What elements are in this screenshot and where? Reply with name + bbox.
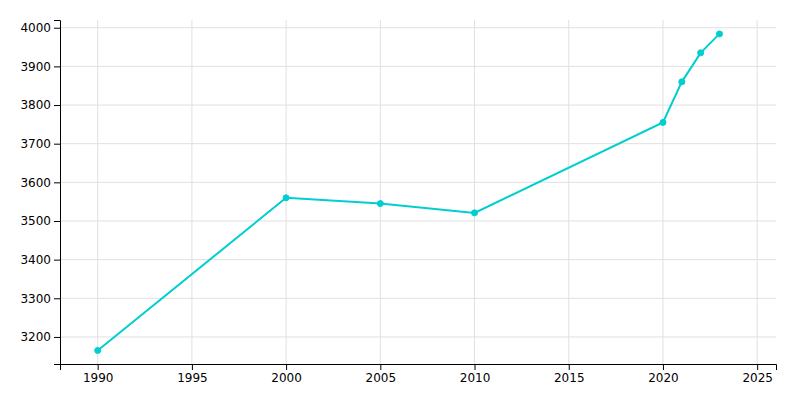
y-axis-line: [54, 21, 61, 365]
marks: [95, 31, 723, 354]
x-grid-line: [286, 20, 287, 364]
y-tick-mark: [54, 105, 60, 106]
y-tick: 3700: [20, 137, 60, 151]
y-grid-line: [60, 336, 776, 337]
y-tick: 3600: [20, 176, 60, 190]
y-tick: 3900: [20, 60, 60, 74]
x-tick: 1995: [177, 364, 208, 385]
y-tick-mark: [54, 182, 60, 183]
y-tick-mark: [54, 298, 60, 299]
y-grid-line: [60, 105, 776, 106]
x-grid-line: [568, 20, 569, 364]
point: [698, 50, 704, 56]
x-tick: 2000: [271, 364, 302, 385]
x-grid-line: [380, 20, 381, 364]
point: [377, 201, 383, 207]
y-tick-label: 3700: [20, 137, 51, 151]
y-grid-line: [60, 66, 776, 67]
x-axis-line: [61, 365, 777, 371]
x-tick-label: 2010: [460, 371, 491, 385]
y-axis: 3200 3300 3400 3500 3600 3700 3800 3900 4000: [20, 21, 60, 365]
y-tick: 3800: [20, 98, 60, 112]
chart-svg: 1990 1995 2000 2005 2010 2015 2020 2025 3200 3300…: [0, 0, 800, 400]
y-grid-line: [60, 259, 776, 260]
x-tick: 2010: [460, 364, 491, 385]
point: [95, 347, 101, 353]
y-tick-label: 3200: [20, 330, 51, 344]
x-tick: 2015: [554, 364, 585, 385]
x-tick: 2025: [742, 364, 773, 385]
x-grid-line: [662, 20, 663, 364]
plot-area: 1990 1995 2000 2005 2010 2015 2020 2025 3200 3300…: [20, 20, 776, 385]
y-tick: 3300: [20, 292, 60, 306]
y-tick-label: 3300: [20, 292, 51, 306]
y-tick-mark: [54, 28, 60, 29]
y-tick: 3200: [20, 330, 60, 344]
y-grid-line: [60, 182, 776, 183]
point: [679, 79, 685, 85]
y-tick: 3400: [20, 253, 60, 267]
y-tick-label: 3400: [20, 253, 51, 267]
point: [472, 210, 478, 216]
chart-container: 1990 1995 2000 2005 2010 2015 2020 2025 3200 3300…: [0, 0, 800, 400]
x-tick-mark: [98, 364, 99, 370]
y-tick-mark: [54, 144, 60, 145]
x-tick-label: 2015: [554, 371, 585, 385]
x-tick-label: 1995: [177, 371, 208, 385]
x-tick-mark: [475, 364, 476, 370]
y-tick-mark: [54, 260, 60, 261]
y-tick-label: 3500: [20, 214, 51, 228]
y-grid-line: [60, 220, 776, 221]
y-grid-line: [60, 298, 776, 299]
y-tick-mark: [54, 66, 60, 67]
x-tick-label: 2000: [271, 371, 302, 385]
y-tick-mark: [54, 337, 60, 338]
x-axis: 1990 1995 2000 2005 2010 2015 2020 2025: [61, 364, 777, 385]
y-tick: 3500: [20, 214, 60, 228]
x-tick-mark: [757, 364, 758, 370]
x-tick-mark: [569, 364, 570, 370]
point: [716, 31, 722, 37]
x-tick-label: 2005: [366, 371, 397, 385]
x-tick: 2005: [366, 364, 397, 385]
x-tick-label: 2025: [742, 371, 773, 385]
x-tick-label: 2020: [648, 371, 679, 385]
y-tick-label: 3900: [20, 60, 51, 74]
x-tick-mark: [286, 364, 287, 370]
x-tick: 1990: [83, 364, 114, 385]
y-grid-line: [60, 143, 776, 144]
x-tick-label: 1990: [83, 371, 114, 385]
point: [660, 119, 666, 125]
y-grid-line: [60, 27, 776, 28]
x-tick-mark: [192, 364, 193, 370]
grid: [60, 20, 776, 364]
line: [98, 34, 720, 351]
x-grid-line: [757, 20, 758, 364]
x-grid-line: [474, 20, 475, 364]
y-tick-label: 3600: [20, 176, 51, 190]
y-tick-label: 3800: [20, 98, 51, 112]
x-grid-line: [191, 20, 192, 364]
x-tick-mark: [663, 364, 664, 370]
point: [283, 195, 289, 201]
x-tick-mark: [380, 364, 381, 370]
x-tick: 2020: [648, 364, 679, 385]
x-grid-line: [97, 20, 98, 364]
y-tick: 4000: [20, 21, 60, 35]
y-tick-mark: [54, 221, 60, 222]
y-tick-label: 4000: [20, 21, 51, 35]
